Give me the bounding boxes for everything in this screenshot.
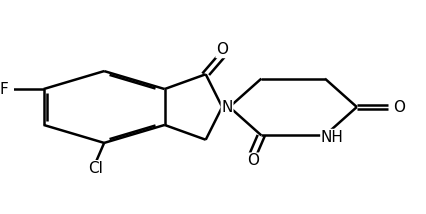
Text: O: O: [247, 153, 259, 168]
Text: N: N: [222, 100, 233, 114]
Text: O: O: [393, 100, 405, 114]
Text: O: O: [216, 42, 228, 58]
Text: NH: NH: [321, 129, 344, 144]
Text: F: F: [0, 82, 8, 97]
Text: Cl: Cl: [89, 161, 104, 176]
